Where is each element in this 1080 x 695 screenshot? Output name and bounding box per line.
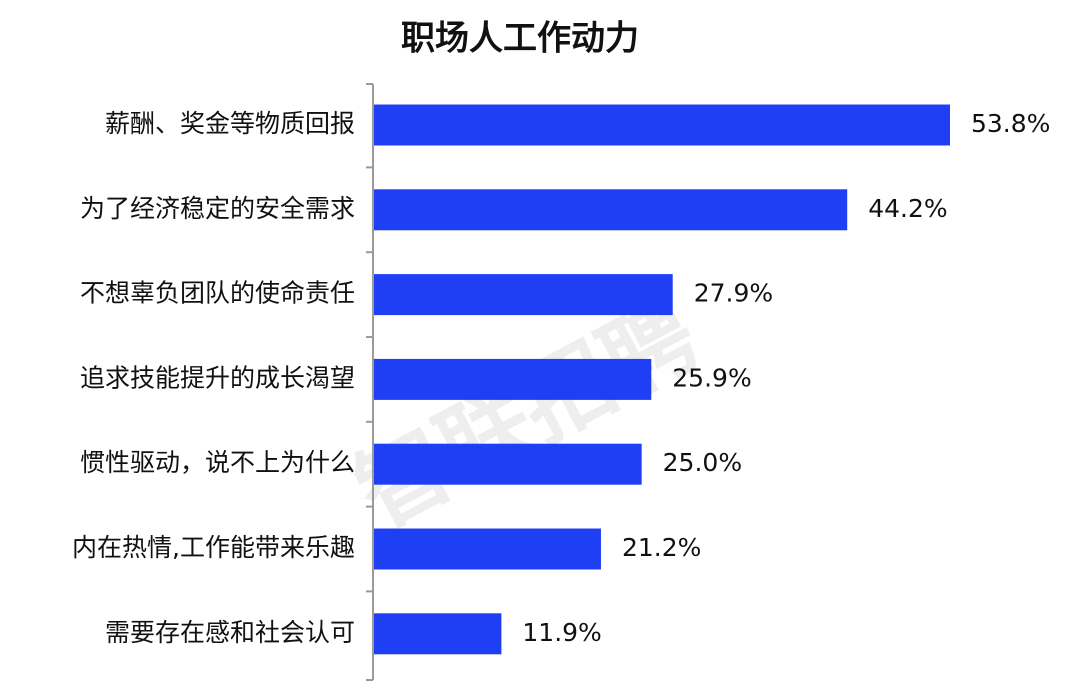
bar: [374, 528, 601, 570]
value-labels: 53.8% 44.2% 27.9% 25.9% 25.0% 21.2% 11.9%: [522, 109, 1050, 647]
data-label: 44.2%: [868, 194, 947, 223]
chart-title: 职场人工作动力: [401, 19, 639, 59]
category-label: 需要存在感和社会认可: [105, 618, 355, 647]
category-label: 惯性驱动，说不上为什么: [80, 448, 355, 477]
bars-group: [374, 104, 950, 655]
bar: [374, 443, 642, 485]
bar: [374, 358, 652, 400]
bar: [374, 613, 502, 655]
category-label: 薪酬、奖金等物质回报: [105, 109, 355, 138]
bar: [374, 104, 950, 146]
data-label: 21.2%: [622, 533, 701, 562]
y-axis: [366, 83, 374, 681]
data-label: 25.9%: [672, 363, 751, 392]
watermark-text: 智联招聘: [340, 281, 715, 548]
data-label: 11.9%: [522, 618, 601, 647]
data-label: 53.8%: [971, 109, 1050, 138]
category-label: 为了经济稳定的安全需求: [80, 194, 355, 223]
category-label: 不想辜负团队的使命责任: [80, 279, 355, 308]
bar: [374, 189, 848, 231]
data-label: 27.9%: [694, 279, 773, 308]
data-label: 25.0%: [663, 448, 742, 477]
category-label: 内在热情,工作能带来乐趣: [72, 533, 355, 562]
category-labels: 薪酬、奖金等物质回报为了经济稳定的安全需求不想辜负团队的使命责任追求技能提升的成…: [72, 109, 355, 647]
category-label: 追求技能提升的成长渴望: [80, 363, 355, 392]
bar: [374, 274, 673, 316]
